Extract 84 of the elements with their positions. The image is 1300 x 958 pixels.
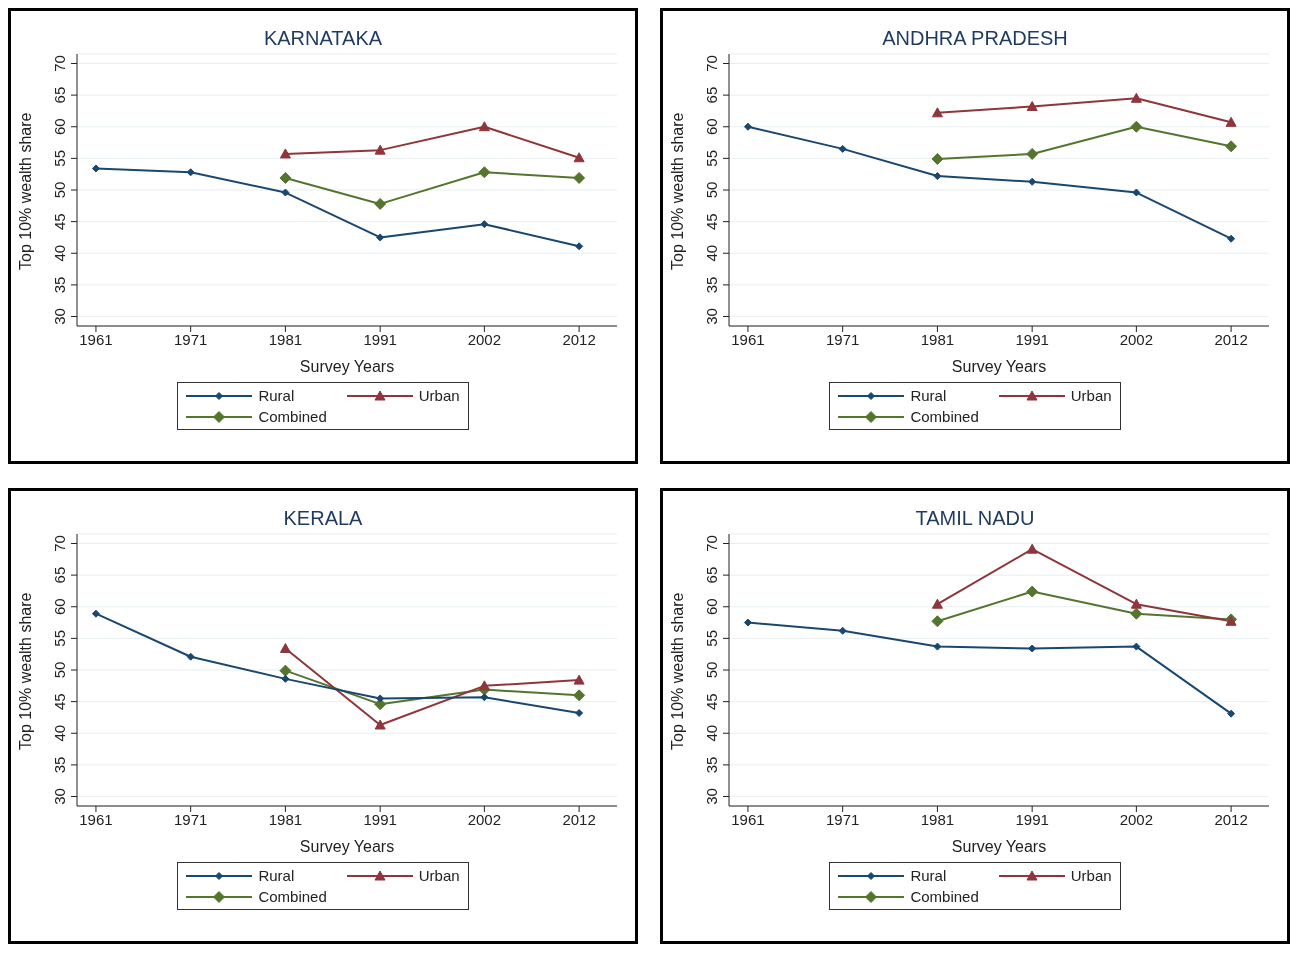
y-tick-label: 70 [703, 535, 720, 552]
x-tick-label: 1961 [79, 810, 113, 828]
y-tick-label: 55 [703, 630, 720, 647]
chart-title: KARNATAKA [262, 27, 384, 50]
legend-label: Combined [258, 888, 327, 905]
x-tick-label: 1971 [174, 330, 208, 348]
y-tick-label: 60 [51, 118, 68, 136]
y-tick-label: 45 [703, 693, 720, 710]
x-axis-title: Survey Years [951, 838, 1047, 855]
y-tick-label: 45 [51, 693, 68, 710]
y-tick-label: 70 [703, 55, 720, 72]
y-tick-label: 70 [51, 535, 68, 552]
y-axis-title: Top 10% wealth share [668, 592, 686, 750]
x-tick-label: 1961 [731, 330, 765, 348]
x-tick-label: 2002 [467, 330, 502, 348]
y-tick-label: 45 [51, 213, 68, 230]
legend-label: Combined [258, 408, 327, 425]
y-tick-label: 30 [703, 788, 720, 805]
x-tick-label: 1981 [268, 330, 303, 348]
legend-label: Combined [910, 888, 979, 905]
legend-label: Combined [910, 408, 979, 425]
x-tick-label: 1971 [826, 330, 860, 348]
y-tick-label: 65 [703, 86, 720, 104]
x-tick-label: 2002 [1119, 330, 1154, 348]
y-tick-label: 65 [703, 566, 720, 584]
y-tick-label: 40 [703, 244, 720, 262]
y-tick-label: 30 [51, 308, 68, 325]
legend-label: Urban [418, 387, 460, 404]
y-axis-title: Top 10% wealth share [16, 112, 34, 270]
y-axis-title: Top 10% wealth share [16, 592, 34, 750]
y-tick-label: 60 [703, 118, 720, 136]
legend-label: Rural [258, 387, 295, 404]
x-tick-label: 2012 [1214, 810, 1248, 828]
x-tick-label: 1991 [1015, 330, 1049, 348]
x-tick-label: 1961 [731, 810, 765, 828]
chart-title: TAMIL NADU [914, 507, 1036, 530]
chart-title: ANDHRA PRADESH [881, 27, 1069, 50]
y-tick-label: 40 [703, 724, 720, 742]
x-tick-label: 1971 [174, 810, 208, 828]
x-tick-label: 1961 [79, 330, 113, 348]
legend-label: Urban [1070, 867, 1112, 884]
y-tick-label: 65 [51, 86, 68, 104]
y-tick-label: 40 [51, 724, 68, 742]
legend-label: Rural [910, 867, 947, 884]
chart-title: KERALA [282, 507, 364, 530]
x-tick-label: 2012 [562, 330, 596, 348]
y-tick-label: 55 [51, 150, 68, 167]
x-tick-label: 1981 [920, 810, 955, 828]
y-tick-label: 60 [51, 598, 68, 616]
x-tick-label: 1991 [1015, 810, 1049, 828]
x-axis-title: Survey Years [299, 838, 395, 855]
y-tick-label: 70 [51, 55, 68, 72]
x-tick-label: 2002 [1119, 810, 1154, 828]
y-tick-label: 35 [51, 276, 68, 294]
x-tick-label: 1981 [268, 810, 303, 828]
legend-label: Rural [910, 387, 947, 404]
y-tick-label: 35 [703, 756, 720, 774]
y-tick-label: 60 [703, 598, 720, 616]
y-tick-label: 35 [51, 756, 68, 774]
x-axis-title: Survey Years [951, 358, 1047, 375]
x-tick-label: 1971 [826, 810, 860, 828]
legend-label: Urban [418, 867, 460, 884]
y-tick-label: 55 [703, 150, 720, 167]
y-tick-label: 30 [703, 308, 720, 325]
x-tick-label: 1981 [920, 330, 955, 348]
x-tick-label: 1991 [363, 330, 397, 348]
y-tick-label: 45 [703, 213, 720, 230]
y-tick-label: 30 [51, 788, 68, 805]
legend-label: Urban [1070, 387, 1112, 404]
x-tick-label: 2012 [1214, 330, 1248, 348]
y-tick-label: 55 [51, 630, 68, 647]
x-axis-title: Survey Years [299, 358, 395, 375]
x-tick-label: 1991 [363, 810, 397, 828]
y-tick-label: 50 [51, 181, 68, 199]
y-tick-label: 65 [51, 566, 68, 584]
y-tick-label: 50 [703, 661, 720, 679]
x-tick-label: 2012 [562, 810, 596, 828]
x-tick-label: 2002 [467, 810, 502, 828]
y-tick-label: 50 [703, 181, 720, 199]
y-tick-label: 50 [51, 661, 68, 679]
y-tick-label: 35 [703, 276, 720, 294]
y-axis-title: Top 10% wealth share [668, 112, 686, 270]
legend-label: Rural [258, 867, 295, 884]
y-tick-label: 40 [51, 244, 68, 262]
